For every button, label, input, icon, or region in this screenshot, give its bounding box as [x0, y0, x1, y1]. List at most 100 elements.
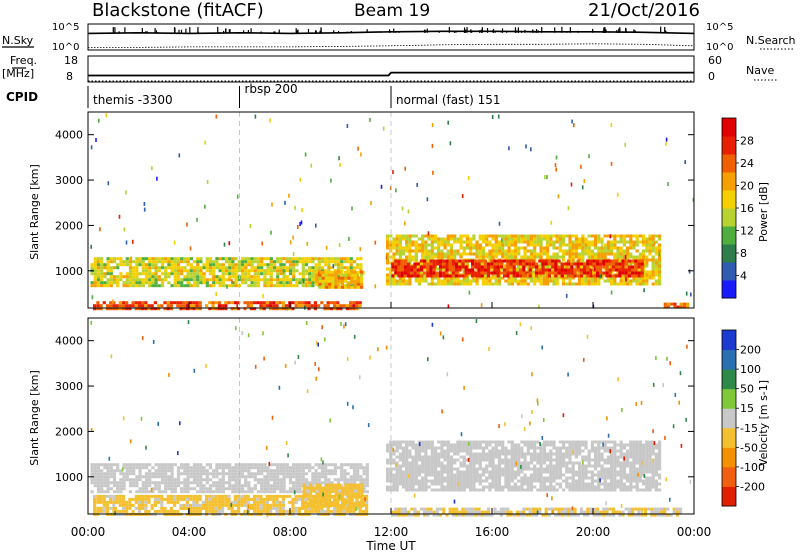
heatmap-cell — [157, 472, 161, 476]
heatmap-cell — [358, 506, 362, 510]
heatmap-cell — [472, 446, 476, 450]
heatmap-cell — [398, 246, 402, 250]
heatmap-cell — [269, 497, 273, 501]
heatmap-cell — [571, 255, 575, 259]
heatmap-cell — [395, 449, 399, 453]
heatmap-cell — [100, 472, 104, 476]
heatmap-speckle — [449, 141, 452, 146]
heatmap-cell — [558, 243, 562, 247]
heatmap-cell — [279, 484, 283, 488]
heatmap-cell — [465, 470, 470, 474]
heatmap-cell — [533, 276, 537, 280]
heatmap-cell — [417, 485, 422, 489]
heatmap-cell — [109, 497, 113, 501]
heatmap-cell — [169, 304, 173, 308]
heatmap-speckle — [91, 295, 94, 300]
heatmap-cell — [642, 255, 646, 259]
heatmap-cell — [584, 276, 588, 280]
heatmap-cell — [440, 255, 444, 259]
heatmap-cell — [568, 282, 572, 286]
heatmap-cell — [266, 481, 270, 485]
heatmap-cell — [581, 240, 585, 244]
heatmap-cell — [453, 446, 457, 450]
heatmap-cell — [478, 249, 482, 253]
heatmap-cell — [618, 262, 622, 266]
heatmap-cell — [386, 282, 390, 286]
heatmap-speckle — [271, 202, 273, 207]
heatmap-cell — [552, 488, 556, 492]
heatmap-cell — [571, 243, 575, 247]
heatmap-cell — [259, 494, 263, 498]
heatmap-cell — [651, 258, 655, 262]
heatmap-cell — [539, 276, 543, 280]
heatmap-cell — [600, 249, 604, 253]
heatmap-cell — [116, 490, 120, 494]
heatmap-cell — [469, 237, 473, 241]
heatmap-cell — [501, 267, 505, 271]
heatmap-cell — [288, 494, 292, 498]
heatmap-cell — [276, 481, 280, 485]
heatmap-cell — [106, 278, 110, 282]
cpid-segment-label: themis -3300 — [93, 93, 173, 107]
heatmap-cell — [535, 262, 539, 266]
heatmap-cell — [151, 272, 155, 276]
heatmap-cell — [119, 487, 123, 491]
heatmap-cell — [419, 268, 423, 272]
heatmap-cell — [276, 487, 280, 491]
heatmap-cell — [523, 473, 527, 477]
heatmap-cell — [497, 470, 502, 474]
heatmap-cell — [321, 489, 325, 493]
heatmap-cell — [103, 472, 107, 476]
heatmap-cell — [477, 268, 481, 272]
heatmap-cell — [520, 482, 524, 486]
heatmap-cell — [449, 455, 454, 459]
heatmap-cell — [262, 307, 266, 311]
heatmap-cell — [233, 500, 237, 504]
heatmap-cell — [536, 440, 540, 444]
heatmap-cell — [218, 281, 222, 285]
heatmap-cell — [610, 279, 614, 283]
heatmap-cell — [426, 274, 430, 278]
heatmap-cell — [282, 272, 286, 276]
heatmap-cell — [398, 279, 402, 283]
heatmap-cell — [132, 272, 136, 276]
heatmap-cell — [507, 252, 511, 256]
heatmap-cell — [163, 506, 167, 510]
heatmap-cell — [231, 266, 235, 270]
heatmap-speckle — [380, 184, 383, 189]
heatmap-cell — [250, 266, 254, 270]
heatmap-cell — [504, 461, 508, 465]
heatmap-cell — [272, 506, 276, 510]
heatmap-cell — [360, 504, 364, 508]
heatmap-cell — [150, 494, 154, 498]
heatmap-cell — [386, 252, 390, 256]
heatmap-cell — [504, 234, 508, 238]
heatmap-cell — [93, 463, 97, 467]
heatmap-cell — [637, 274, 641, 278]
heatmap-cell — [212, 272, 216, 276]
heatmap-cell — [430, 243, 434, 247]
heatmap-cell — [453, 479, 457, 483]
heatmap-cell — [405, 443, 409, 447]
heatmap-cell — [539, 455, 543, 459]
heatmap-cell — [642, 240, 646, 244]
heatmap-cell — [386, 449, 390, 453]
heatmap-cell — [619, 234, 623, 238]
heatmap-cell — [345, 506, 349, 510]
heatmap-cell — [627, 268, 631, 272]
heatmap-cell — [408, 246, 412, 250]
heatmap-cell — [160, 266, 165, 270]
heatmap-cell — [256, 263, 261, 267]
heatmap-cell — [170, 487, 174, 491]
heatmap-cell — [330, 463, 334, 467]
heatmap-cell — [317, 463, 321, 467]
heatmap-cell — [228, 484, 232, 488]
heatmap-cell — [573, 271, 577, 275]
heatmap-cell — [132, 275, 136, 279]
heatmap-cell — [459, 440, 463, 444]
heatmap-cell — [477, 274, 481, 278]
heatmap-cell — [542, 449, 546, 453]
heatmap-cell — [301, 284, 305, 288]
heatmap-cell — [304, 269, 309, 273]
heatmap-cell — [481, 276, 486, 280]
